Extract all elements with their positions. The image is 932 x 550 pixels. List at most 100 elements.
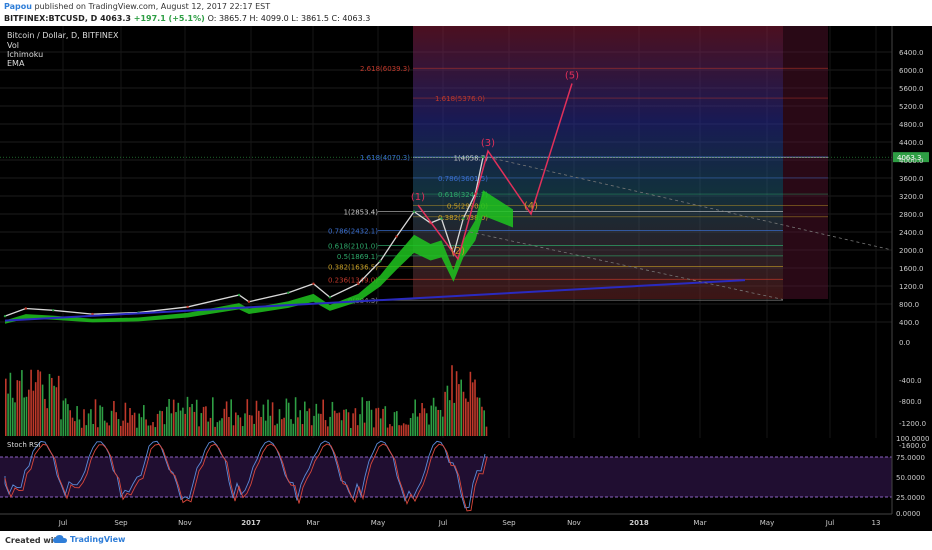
volume-bar xyxy=(133,412,136,436)
volume-bar xyxy=(172,399,175,436)
cloud-icon xyxy=(53,535,67,543)
stoch-tick-label: 25.0000 xyxy=(896,494,925,502)
volume-bar xyxy=(407,424,410,436)
last-price-label: 4063.3 xyxy=(897,154,922,162)
volume-bar xyxy=(235,412,237,436)
price-point xyxy=(462,217,465,220)
volume-bar xyxy=(147,425,150,436)
volume-bar xyxy=(287,402,290,436)
volume-bar xyxy=(290,419,292,436)
chart-canvas[interactable]: 1(2853.4) 0.786(2432.1) 0.618(2101.0) 0.5(1… xyxy=(0,26,932,531)
volume-bar xyxy=(154,427,157,436)
volume-bar xyxy=(115,412,117,436)
volume-bar xyxy=(90,409,92,436)
volume-bar xyxy=(264,420,267,436)
volume-bar xyxy=(377,407,380,436)
volume-bar xyxy=(241,426,244,436)
volume-bar xyxy=(161,411,163,436)
y-tick-label: 6000.0 xyxy=(899,67,924,75)
volume-bar xyxy=(92,423,94,436)
price-point xyxy=(412,210,416,213)
volume-bar xyxy=(30,369,32,436)
ohlc-values: O: 3865.7 H: 4099.0 L: 3861.5 C: 4063.3 xyxy=(207,14,371,23)
y-tick-label: 2400.0 xyxy=(899,229,924,237)
volume-bar xyxy=(143,405,145,436)
volume-bar xyxy=(317,413,320,436)
volume-bar xyxy=(225,401,228,436)
volume-bar xyxy=(405,424,407,436)
volume-bar xyxy=(370,409,373,436)
y-tick-label: 400.0 xyxy=(899,319,919,327)
volume-bar xyxy=(285,398,288,436)
volume-bar xyxy=(156,413,159,436)
last-price-marker xyxy=(893,152,929,163)
volume-bar xyxy=(373,427,375,436)
tradingview-logo[interactable]: TradingView xyxy=(53,534,125,544)
volume-bar xyxy=(331,401,334,436)
x-tick-label: Sep xyxy=(502,519,516,527)
legend-vol: Vol xyxy=(7,41,19,50)
volume-bar xyxy=(329,416,331,436)
volume-bar xyxy=(5,378,7,436)
volume-bar xyxy=(253,423,255,436)
volume-bar xyxy=(51,377,53,436)
volume-bar xyxy=(481,406,483,436)
volume-bar xyxy=(145,419,147,436)
chart-footer: Created with TradingView xyxy=(0,531,932,550)
price-point xyxy=(186,305,189,309)
fib-upper-label: 1(4058.7) xyxy=(454,154,489,162)
price-point xyxy=(395,235,398,238)
volume-bar xyxy=(283,417,285,436)
y-tick-label: 1200.0 xyxy=(899,283,924,291)
legend-ichimoku: Ichimoku xyxy=(7,50,43,59)
volume-bar xyxy=(271,402,274,436)
volume-bar xyxy=(444,391,446,436)
stoch-rsi-pane xyxy=(0,438,892,514)
volume-bar xyxy=(478,397,481,436)
author-name[interactable]: Papou xyxy=(4,2,32,11)
fib-upper-label: 1.618(5376.0) xyxy=(435,95,485,103)
stoch-band xyxy=(0,457,892,497)
legend-title: Bitcoin / Dollar, D, BITFINEX xyxy=(7,31,119,40)
fib-extension-zone xyxy=(413,26,783,299)
price-point xyxy=(247,300,251,303)
volume-bar xyxy=(124,402,127,436)
volume-bar xyxy=(419,413,421,436)
volume-bar xyxy=(442,416,444,436)
volume-bar xyxy=(87,413,90,436)
volume-bar xyxy=(94,399,97,436)
volume-bar xyxy=(41,384,44,436)
volume-bar xyxy=(455,371,458,436)
volume-bar xyxy=(99,405,101,436)
volume-bar xyxy=(324,420,327,436)
volume-bar xyxy=(340,420,343,436)
volume-bar xyxy=(205,406,207,436)
volume-bar xyxy=(382,408,384,436)
volume-bar xyxy=(398,425,400,436)
x-tick-label: May xyxy=(371,519,385,527)
volume-bar xyxy=(462,391,465,436)
volume-bar xyxy=(152,422,154,436)
volume-bar xyxy=(232,425,235,436)
x-tick-label: Jul xyxy=(438,519,448,527)
y-tick-label: 2800.0 xyxy=(899,211,924,219)
volume-bar xyxy=(281,419,283,436)
x-tick-label: May xyxy=(760,519,774,527)
fib-upper-label: 2.618(6039.3) xyxy=(360,65,410,73)
volume-bar xyxy=(294,397,297,436)
fib-level-label: 0.786(2432.1) xyxy=(328,228,378,236)
stoch-tick-label: 75.0000 xyxy=(896,454,925,462)
volume-bar xyxy=(117,419,120,436)
volume-bar xyxy=(313,415,315,436)
projection-line xyxy=(469,231,784,300)
elliott-wave-label: (5) xyxy=(565,71,579,82)
volume-tick-label: 0.0 xyxy=(899,339,910,347)
volume-bar xyxy=(402,423,405,436)
stoch-tick-label: 100.0000 xyxy=(896,435,929,443)
elliott-wave-label: (4) xyxy=(524,201,538,212)
volume-bar xyxy=(366,401,368,436)
volume-bar xyxy=(25,396,28,436)
volume-bar xyxy=(55,387,58,436)
volume-bar xyxy=(356,425,359,436)
volume-bar xyxy=(113,401,115,436)
